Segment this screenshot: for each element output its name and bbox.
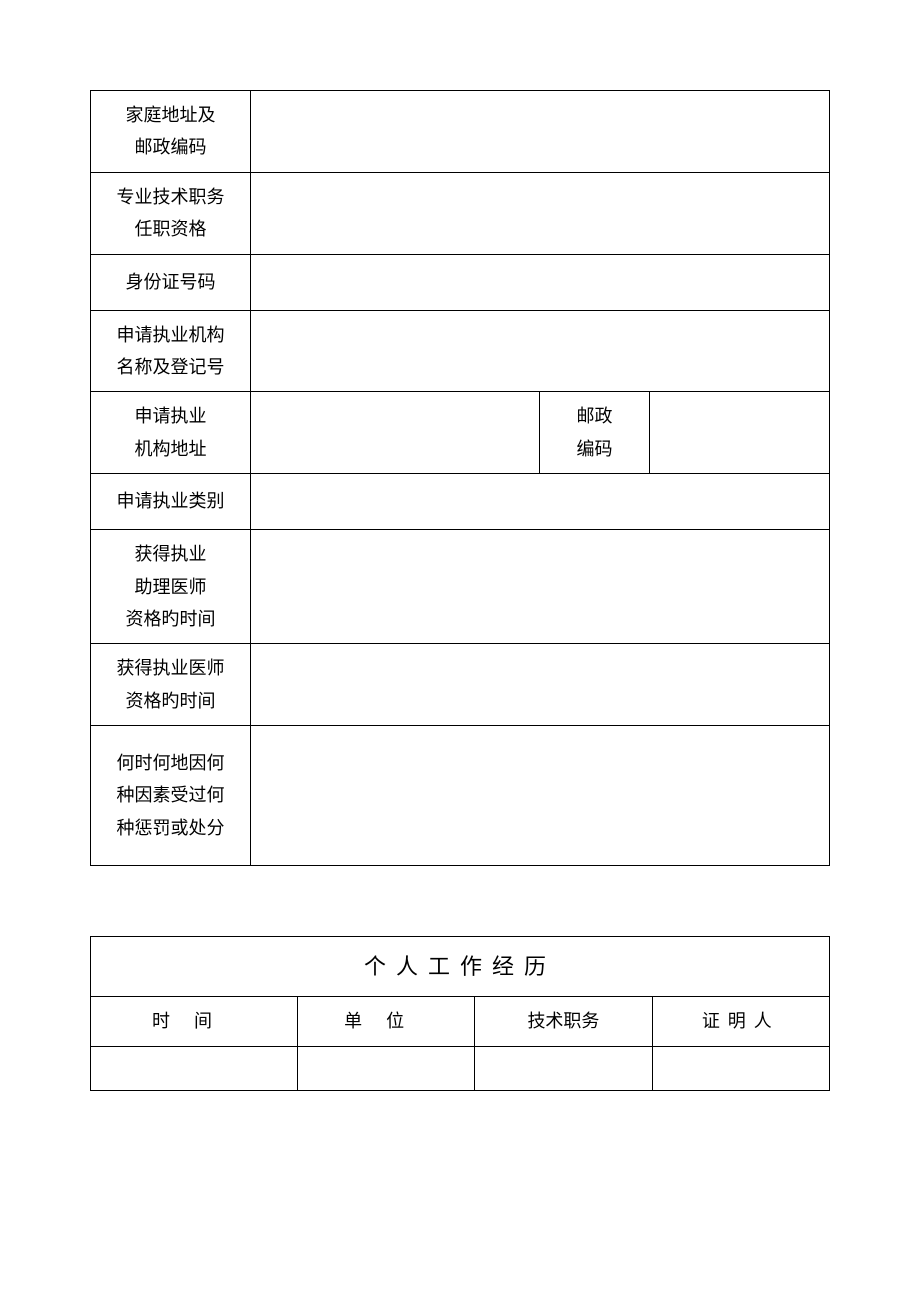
- practice-address-value[interactable]: [251, 392, 540, 474]
- practice-org-label: 申请执业机构 名称及登记号: [91, 310, 251, 392]
- id-number-value[interactable]: [251, 254, 830, 310]
- main-form-table: 家庭地址及 邮政编码 专业技术职务 任职资格 身份证号码 申请执业机构 名称及登…: [90, 90, 830, 866]
- practice-org-value[interactable]: [251, 310, 830, 392]
- label-text: 专业技术职务: [117, 187, 225, 207]
- id-number-label: 身份证号码: [91, 254, 251, 310]
- label-text: 助理医师: [135, 577, 207, 597]
- label-text: 任职资格: [135, 219, 207, 239]
- label-text: 机构地址: [135, 439, 207, 459]
- penalty-value[interactable]: [251, 726, 830, 866]
- label-text: 种因素受过何: [117, 785, 225, 805]
- label-text: 种惩罚或处分: [117, 818, 225, 838]
- practice-category-label: 申请执业类别: [91, 474, 251, 530]
- label-text: 资格旳时间: [126, 691, 216, 711]
- history-header-unit: 单位: [297, 997, 474, 1047]
- practice-category-value[interactable]: [251, 474, 830, 530]
- history-row-witness[interactable]: [652, 1047, 829, 1091]
- label-text: 邮政: [577, 406, 613, 426]
- label-text: 资格旳时间: [126, 609, 216, 629]
- assistant-time-label: 获得执业 助理医师 资格旳时间: [91, 530, 251, 644]
- history-header-tech: 技术职务: [475, 997, 652, 1047]
- label-text: 申请执业机构: [117, 325, 225, 345]
- history-header-time: 时间: [91, 997, 298, 1047]
- penalty-label: 何时何地因何 种因素受过何 种惩罚或处分: [91, 726, 251, 866]
- label-text: 编码: [577, 439, 613, 459]
- prof-qualification-label: 专业技术职务 任职资格: [91, 172, 251, 254]
- work-history-table: 个人工作经历 时间 单位 技术职务 证明人: [90, 936, 830, 1091]
- table-spacer: [90, 866, 830, 936]
- label-text: 获得执业: [135, 544, 207, 564]
- label-text: 何时何地因何: [117, 753, 225, 773]
- prof-qualification-value[interactable]: [251, 172, 830, 254]
- assistant-time-value[interactable]: [251, 530, 830, 644]
- label-text: 家庭地址及: [126, 105, 216, 125]
- label-text: 申请执业: [135, 406, 207, 426]
- label-text: 邮政编码: [135, 137, 207, 157]
- label-text: 获得执业医师: [117, 658, 225, 678]
- history-row-unit[interactable]: [297, 1047, 474, 1091]
- home-address-value[interactable]: [251, 91, 830, 173]
- history-row-time[interactable]: [91, 1047, 298, 1091]
- label-text: 名称及登记号: [117, 357, 225, 377]
- physician-time-label: 获得执业医师 资格旳时间: [91, 644, 251, 726]
- postal-code-label: 邮政 编码: [540, 392, 650, 474]
- history-title: 个人工作经历: [91, 937, 830, 997]
- home-address-label: 家庭地址及 邮政编码: [91, 91, 251, 173]
- history-row-tech[interactable]: [475, 1047, 652, 1091]
- postal-code-value[interactable]: [650, 392, 830, 474]
- form-container: 家庭地址及 邮政编码 专业技术职务 任职资格 身份证号码 申请执业机构 名称及登…: [90, 90, 830, 1091]
- practice-address-label: 申请执业 机构地址: [91, 392, 251, 474]
- history-header-witness: 证明人: [652, 997, 829, 1047]
- physician-time-value[interactable]: [251, 644, 830, 726]
